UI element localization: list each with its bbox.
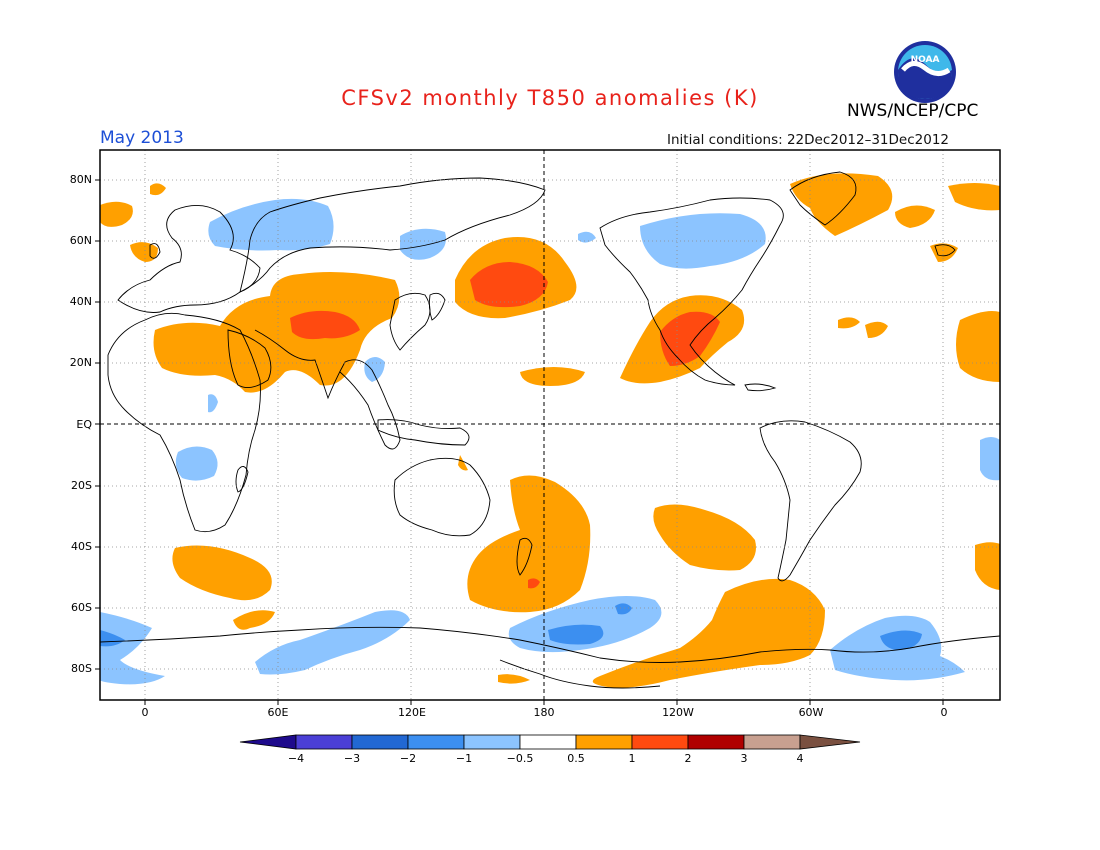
map-frame xyxy=(99,149,1001,701)
legend-swatch-neutral xyxy=(519,734,577,750)
axis-ticks xyxy=(95,179,944,705)
legend-swatch-1-2 xyxy=(631,734,689,750)
lat-label-80s: 80S xyxy=(71,662,92,675)
legend-label: −0.5 xyxy=(506,752,534,765)
noaa-logo: NOAA xyxy=(893,40,957,104)
legend-label: 3 xyxy=(740,752,748,765)
lon-label-60e: 60E xyxy=(267,706,289,719)
legend-label: −2 xyxy=(399,752,417,765)
lat-label-20n: 20N xyxy=(69,356,92,369)
svg-text:NOAA: NOAA xyxy=(911,55,940,65)
lat-label-eq: EQ xyxy=(76,418,92,431)
legend-swatch-05-1 xyxy=(575,734,633,750)
lon-label-0: 0 xyxy=(141,706,149,719)
legend-swatch-2-3 xyxy=(687,734,745,750)
legend-label: −3 xyxy=(343,752,361,765)
lon-label-0-east: 0 xyxy=(940,706,948,719)
legend-swatch-lt-4 xyxy=(239,734,297,750)
legend-label: −1 xyxy=(455,752,473,765)
initial-conditions: Initial conditions: 22Dec2012–31Dec2012 xyxy=(667,132,950,148)
legend-label: 0.5 xyxy=(567,752,585,765)
legend-label: 1 xyxy=(628,752,636,765)
valid-month: May 2013 xyxy=(100,128,184,148)
lat-label-40n: 40N xyxy=(69,295,92,308)
lat-label-60n: 60N xyxy=(69,234,92,247)
legend-swatch-2-1 xyxy=(407,734,465,750)
lat-label-80n: 80N xyxy=(69,173,92,186)
lon-label-60w: 60W xyxy=(798,706,824,719)
legend-swatch-3-4 xyxy=(743,734,801,750)
legend-swatch-4-3 xyxy=(295,734,353,750)
warm-anomaly-regions xyxy=(100,173,1000,688)
legend-label: 2 xyxy=(684,752,692,765)
legend-swatch-1-05 xyxy=(463,734,521,750)
coastlines xyxy=(100,171,1000,689)
legend-swatch-gt-4 xyxy=(799,734,861,750)
lat-label-60s: 60S xyxy=(71,601,92,614)
strong-warm-regions xyxy=(290,262,720,589)
agency-label: NWS/NCEP/CPC xyxy=(847,101,979,121)
legend-label: 4 xyxy=(796,752,804,765)
lat-label-40s: 40S xyxy=(71,540,92,553)
map-title: CFSv2 monthly T850 anomalies (K) xyxy=(341,86,759,110)
reference-lines xyxy=(100,150,1000,700)
moderate-cool-regions xyxy=(100,603,922,650)
legend-label: −4 xyxy=(287,752,305,765)
lat-label-20s: 20S xyxy=(71,479,92,492)
legend-swatch-3-2 xyxy=(351,734,409,750)
lon-label-180: 180 xyxy=(533,706,555,719)
lon-label-120w: 120W xyxy=(662,706,694,719)
lon-label-120e: 120E xyxy=(398,706,426,719)
